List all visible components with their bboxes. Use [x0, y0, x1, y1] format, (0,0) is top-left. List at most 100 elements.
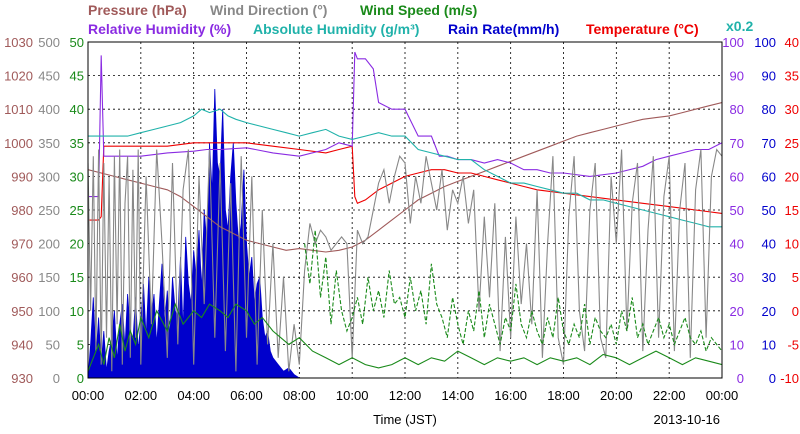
tick-label-temperature: 10 — [785, 237, 799, 252]
tick-label-wind_speed: 50 — [70, 35, 84, 50]
tick-label-pressure: 930 — [11, 371, 33, 386]
tick-label-pressure: 1000 — [4, 136, 33, 151]
tick-label-humidity: 50 — [730, 203, 744, 218]
tick-label-humidity: 90 — [730, 69, 744, 84]
tick-label-rain: 60 — [762, 169, 776, 184]
scale-note: x0.2 — [726, 18, 753, 34]
tick-label-pressure: 970 — [11, 237, 33, 252]
tick-label-rain: 100 — [754, 35, 776, 50]
tick-label-humidity: 80 — [730, 102, 744, 117]
tick-label-wind_direction: 150 — [38, 270, 60, 285]
tick-label-temperature: 40 — [785, 35, 799, 50]
x-tick-label: 20:00 — [600, 388, 633, 403]
series-pressure-hpa — [88, 101, 722, 253]
left-axes: 9309409509609709809901000101010201030050… — [4, 35, 84, 386]
x-axis-label: Time (JST) — [373, 412, 437, 427]
tick-label-humidity: 30 — [730, 270, 744, 285]
tick-label-wind_direction: 500 — [38, 35, 60, 50]
tick-label-wind_speed: 20 — [70, 237, 84, 252]
tick-label-wind_speed: 25 — [70, 203, 84, 218]
plot-frame — [87, 41, 723, 379]
tick-label-wind_speed: 10 — [70, 304, 84, 319]
tick-label-rain: 90 — [762, 69, 776, 84]
legend-row-2: Relative Humidity (%) Absolute Humidity (… — [88, 21, 699, 37]
tick-label-wind_speed: 15 — [70, 270, 84, 285]
x-tick-label: 16:00 — [494, 388, 527, 403]
tick-label-wind_speed: 45 — [70, 69, 84, 84]
tick-label-pressure: 1010 — [4, 102, 33, 117]
series-wind-direction — [88, 148, 722, 372]
right-axes: 0102030405060708090100010203040506070809… — [722, 35, 799, 386]
tick-label-rain: 40 — [762, 237, 776, 252]
legend-entry: Pressure (hPa) — [88, 2, 187, 18]
tick-label-wind_speed: 0 — [77, 371, 84, 386]
series-layer — [88, 51, 722, 378]
x-tick-label: 10:00 — [336, 388, 369, 403]
date-label: 2013-10-16 — [654, 412, 721, 427]
tick-label-temperature: 35 — [785, 69, 799, 84]
tick-label-wind_speed: 35 — [70, 136, 84, 151]
x-tick-label: 06:00 — [230, 388, 263, 403]
tick-label-temperature: 20 — [785, 169, 799, 184]
tick-label-rain: 70 — [762, 136, 776, 151]
tick-label-pressure: 940 — [11, 337, 33, 352]
tick-label-pressure: 990 — [11, 169, 33, 184]
tick-label-wind_direction: 250 — [38, 203, 60, 218]
tick-label-pressure: 960 — [11, 270, 33, 285]
tick-label-temperature: -10 — [780, 371, 799, 386]
legend-entry: Absolute Humidity (g/m³) — [253, 21, 419, 37]
tick-label-wind_speed: 30 — [70, 169, 84, 184]
x-tick-label: 12:00 — [389, 388, 422, 403]
tick-label-wind_direction: 50 — [46, 337, 60, 352]
x-tick-label: 14:00 — [442, 388, 475, 403]
legend-entry: Wind Direction (°) — [210, 2, 327, 18]
tick-label-pressure: 980 — [11, 203, 33, 218]
tick-label-wind_speed: 5 — [77, 337, 84, 352]
tick-label-wind_direction: 350 — [38, 136, 60, 151]
tick-label-humidity: 40 — [730, 237, 744, 252]
series-wind-speed-gust-m-s — [304, 230, 722, 353]
tick-label-rain: 30 — [762, 270, 776, 285]
tick-label-humidity: 100 — [722, 35, 744, 50]
tick-label-temperature: 25 — [785, 136, 799, 151]
tick-label-wind_direction: 200 — [38, 237, 60, 252]
x-tick-label: 02:00 — [125, 388, 158, 403]
tick-label-wind_direction: 100 — [38, 304, 60, 319]
tick-label-humidity: 20 — [730, 304, 744, 319]
x-tick-label: 04:00 — [177, 388, 210, 403]
legend-entry: Rain Rate(mm/h) — [448, 21, 559, 37]
x-tick-label: 18:00 — [547, 388, 580, 403]
tick-label-wind_direction: 300 — [38, 169, 60, 184]
tick-label-temperature: 0 — [792, 304, 799, 319]
tick-label-humidity: 0 — [737, 371, 744, 386]
tick-label-humidity: 70 — [730, 136, 744, 151]
series-wind-speed-m-s — [88, 302, 722, 372]
tick-label-humidity: 10 — [730, 337, 744, 352]
tick-label-wind_speed: 40 — [70, 102, 84, 117]
tick-label-rain: 0 — [769, 371, 776, 386]
x-tick-label: 08:00 — [283, 388, 316, 403]
tick-label-humidity: 60 — [730, 169, 744, 184]
legend-entry: Relative Humidity (%) — [88, 21, 231, 37]
x-tick-label: 00:00 — [72, 388, 105, 403]
series-relative-humidity — [88, 51, 722, 198]
tick-label-rain: 50 — [762, 203, 776, 218]
legend-entry: Wind Speed (m/s) — [360, 2, 477, 18]
x-tick-label: 00:00 — [706, 388, 739, 403]
tick-label-rain: 10 — [762, 337, 776, 352]
tick-label-rain: 80 — [762, 102, 776, 117]
tick-label-pressure: 1030 — [4, 35, 33, 50]
tick-label-temperature: 5 — [792, 270, 799, 285]
tick-label-rain: 20 — [762, 304, 776, 319]
tick-label-temperature: 15 — [785, 203, 799, 218]
tick-label-temperature: -5 — [787, 337, 799, 352]
tick-label-pressure: 1020 — [4, 69, 33, 84]
tick-label-wind_direction: 450 — [38, 69, 60, 84]
x-axis: 00:00 02:00 04:00 06:00 08:00 10:00 12:00 14:00… — [72, 388, 739, 403]
tick-label-wind_direction: 0 — [53, 371, 60, 386]
tick-label-temperature: 30 — [785, 102, 799, 117]
legend-entry: Temperature (°C) — [586, 21, 699, 37]
tick-label-wind_direction: 400 — [38, 102, 60, 117]
series-absolute-humidity-g-m — [88, 108, 722, 228]
x-tick-label: 22:00 — [653, 388, 686, 403]
